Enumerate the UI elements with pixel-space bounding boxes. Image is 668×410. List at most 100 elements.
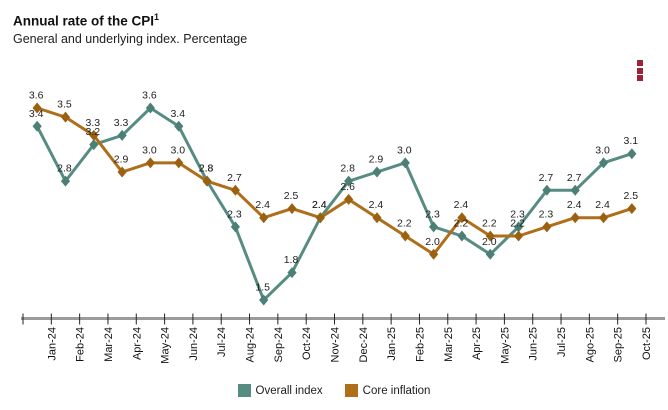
data-point-label: 3.0	[142, 144, 157, 156]
data-point-label: 2.3	[510, 208, 525, 220]
data-point-marker[interactable]	[230, 221, 240, 233]
data-point-label: 2.2	[454, 218, 469, 230]
data-point-label: 2.8	[340, 163, 355, 175]
data-point-marker[interactable]	[259, 294, 269, 306]
data-point-marker[interactable]	[429, 248, 439, 260]
data-point-label: 3.0	[170, 144, 185, 156]
data-point-label: 3.3	[114, 117, 129, 129]
data-point-marker[interactable]	[202, 175, 212, 187]
data-point-marker[interactable]	[174, 157, 184, 169]
data-point-marker[interactable]	[287, 203, 297, 215]
legend-label: Core inflation	[362, 384, 431, 397]
data-point-label: 2.7	[539, 172, 554, 184]
data-point-marker[interactable]	[598, 212, 609, 224]
kebab-menu-dot	[637, 60, 643, 66]
data-point-label: 1.8	[284, 254, 299, 266]
data-point-marker[interactable]	[598, 157, 609, 169]
data-point-label: 2.4	[312, 199, 327, 211]
data-point-marker[interactable]	[570, 212, 580, 224]
data-point-marker[interactable]	[400, 157, 410, 169]
x-axis-label: Mar-25	[443, 327, 455, 362]
data-point-label: 2.4	[312, 199, 327, 211]
data-point-label: 2.4	[595, 199, 610, 211]
data-point-marker[interactable]	[429, 221, 439, 233]
data-point-marker[interactable]	[513, 230, 524, 242]
x-axis-label: Feb-25	[414, 327, 426, 362]
x-axis-label: Dec-24	[358, 327, 370, 362]
chart-title-text: Annual rate of the CPI	[13, 13, 155, 29]
data-point-marker[interactable]	[457, 212, 467, 224]
data-point-marker[interactable]	[627, 148, 637, 160]
data-point-label: 2.9	[114, 154, 129, 166]
data-point-marker[interactable]	[117, 166, 127, 178]
data-point-marker[interactable]	[400, 230, 410, 242]
data-point-marker[interactable]	[513, 221, 524, 233]
data-point-marker[interactable]	[542, 221, 552, 233]
data-point-label: 2.4	[567, 199, 582, 211]
kebab-menu-dot	[637, 67, 643, 74]
x-axis-label: Apr-24	[131, 327, 143, 360]
data-point-label: 3.2	[85, 126, 100, 138]
chart-subtitle: General and underlying index. Percentage	[13, 31, 248, 46]
data-point-marker[interactable]	[287, 267, 297, 279]
data-point-marker[interactable]	[174, 120, 184, 132]
x-axis-line	[21, 317, 665, 320]
legend-swatch	[344, 384, 358, 397]
data-point-marker[interactable]	[315, 212, 325, 224]
footnote-marker: 1	[154, 12, 160, 22]
data-point-marker[interactable]	[344, 193, 354, 205]
data-point-marker[interactable]	[89, 139, 99, 151]
data-point-marker[interactable]	[372, 166, 382, 178]
data-point-label: 2.2	[482, 218, 497, 230]
data-point-label: 2.0	[482, 236, 497, 248]
data-point-marker[interactable]	[60, 175, 71, 187]
x-axis-label: Mar-24	[103, 327, 115, 362]
data-point-marker[interactable]	[457, 230, 467, 242]
data-point-label: 1.5	[255, 282, 270, 294]
data-point-marker[interactable]	[145, 102, 156, 114]
kebab-menu-icon[interactable]	[637, 60, 645, 83]
data-point-label: 3.4	[29, 108, 44, 120]
data-point-label: 2.8	[57, 163, 72, 175]
legend-item-overall-index[interactable]: Overall index	[237, 384, 323, 397]
data-point-marker[interactable]	[32, 102, 42, 114]
data-point-label: 3.3	[85, 117, 100, 129]
data-point-label: 3.6	[29, 90, 44, 102]
chart-title: Annual rate of the CPI1	[13, 8, 247, 31]
data-point-label: 3.1	[624, 135, 639, 147]
legend-item-core-inflation[interactable]: Core inflation	[344, 384, 431, 397]
data-point-label: 2.3	[539, 208, 554, 220]
data-point-marker[interactable]	[485, 230, 495, 242]
data-point-label: 2.4	[369, 199, 384, 211]
x-axis-label: May-25	[499, 327, 511, 364]
data-point-label: 3.0	[397, 144, 412, 156]
data-point-marker[interactable]	[344, 175, 354, 187]
data-point-label: 2.6	[340, 181, 355, 193]
data-point-marker[interactable]	[32, 120, 42, 132]
data-point-marker[interactable]	[485, 248, 495, 260]
data-point-marker[interactable]	[60, 111, 71, 123]
data-point-label: 2.8	[199, 163, 214, 175]
x-axis-label: Nov-24	[329, 327, 341, 362]
data-point-label: 2.0	[425, 236, 440, 248]
data-point-marker[interactable]	[372, 212, 382, 224]
x-axis-label: Aug-24	[245, 327, 257, 362]
data-point-marker[interactable]	[259, 212, 269, 224]
x-axis-label: Jan-25	[386, 327, 398, 361]
x-axis-label: Feb-24	[75, 327, 87, 362]
data-point-marker[interactable]	[89, 129, 99, 141]
data-point-marker[interactable]	[230, 184, 240, 196]
data-point-marker[interactable]	[570, 184, 580, 196]
data-point-marker[interactable]	[145, 157, 156, 169]
data-point-label: 3.5	[57, 99, 72, 111]
x-axis-label: Jul-24	[216, 327, 228, 357]
data-point-marker[interactable]	[627, 203, 637, 215]
series-line-overall-index	[35, 106, 634, 302]
chart-legend: Overall index Core inflation	[0, 384, 668, 397]
data-point-marker[interactable]	[117, 129, 127, 141]
x-axis-label: Jul-25	[556, 327, 568, 357]
kebab-menu-dot	[637, 75, 643, 81]
x-axis-label: May-24	[160, 327, 172, 364]
data-point-marker[interactable]	[542, 184, 552, 196]
